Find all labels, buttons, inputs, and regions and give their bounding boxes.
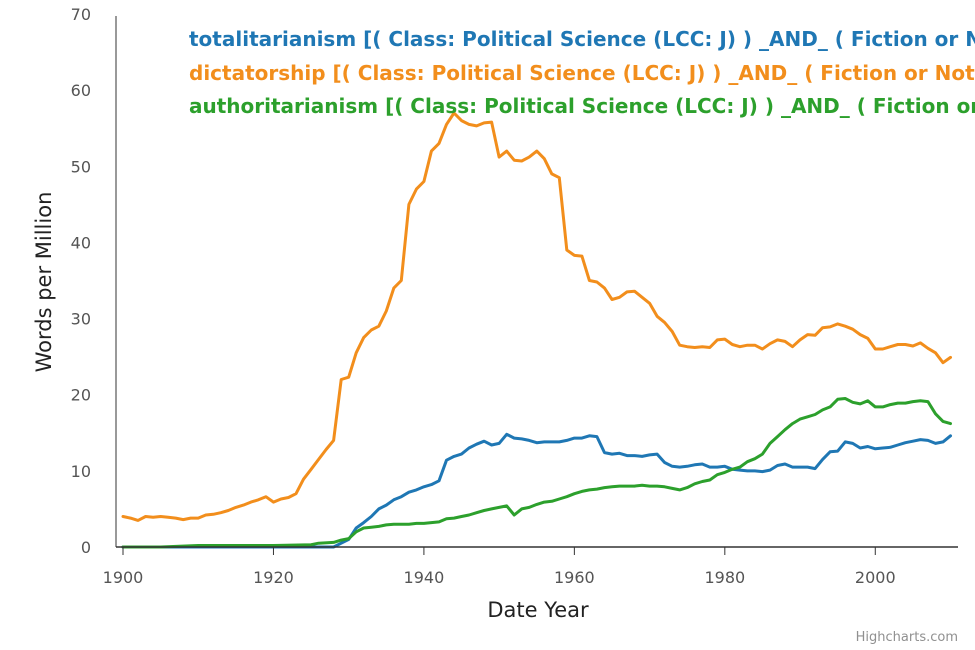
x-tick-label: 2000 [855, 568, 896, 587]
y-tick-label: 10 [71, 462, 91, 481]
x-tick-label: 1980 [704, 568, 745, 587]
y-tick-label: 30 [71, 310, 91, 329]
series-line-3[interactable] [121, 397, 952, 549]
y-tick-label: 20 [71, 386, 91, 405]
series-line-1[interactable] [121, 432, 952, 549]
y-tick-label: 0 [81, 538, 91, 557]
plot-area [121, 111, 952, 549]
y-tick-label: 40 [71, 233, 91, 252]
y-tick-label: 70 [71, 5, 91, 24]
y-tick-label: 50 [71, 157, 91, 176]
x-tick-label: 1940 [404, 568, 445, 587]
y-axis-title: Words per Million [32, 192, 56, 373]
y-axis-ticks: 0 10 20 30 40 50 60 70 [71, 5, 91, 557]
legend-item-1[interactable]: totalitarianism [( Class: Political Scie… [189, 27, 975, 51]
x-axis-ticks: 1900 1920 1940 1960 1980 2000 [103, 547, 896, 587]
series-line-2[interactable] [121, 111, 952, 522]
x-tick-label: 1900 [103, 568, 144, 587]
y-tick-label: 60 [71, 81, 91, 100]
x-tick-label: 1920 [253, 568, 294, 587]
legend-item-3[interactable]: authoritarianism [( Class: Political Sci… [189, 94, 975, 118]
x-axis-title: Date Year [487, 598, 589, 622]
x-tick-label: 1960 [554, 568, 595, 587]
axes [115, 16, 958, 548]
legend-item-2[interactable]: dictatorship [( Class: Political Science… [189, 61, 975, 85]
legend: totalitarianism [( Class: Political Scie… [189, 27, 975, 118]
highcharts-credit[interactable]: Highcharts.com [856, 630, 958, 645]
